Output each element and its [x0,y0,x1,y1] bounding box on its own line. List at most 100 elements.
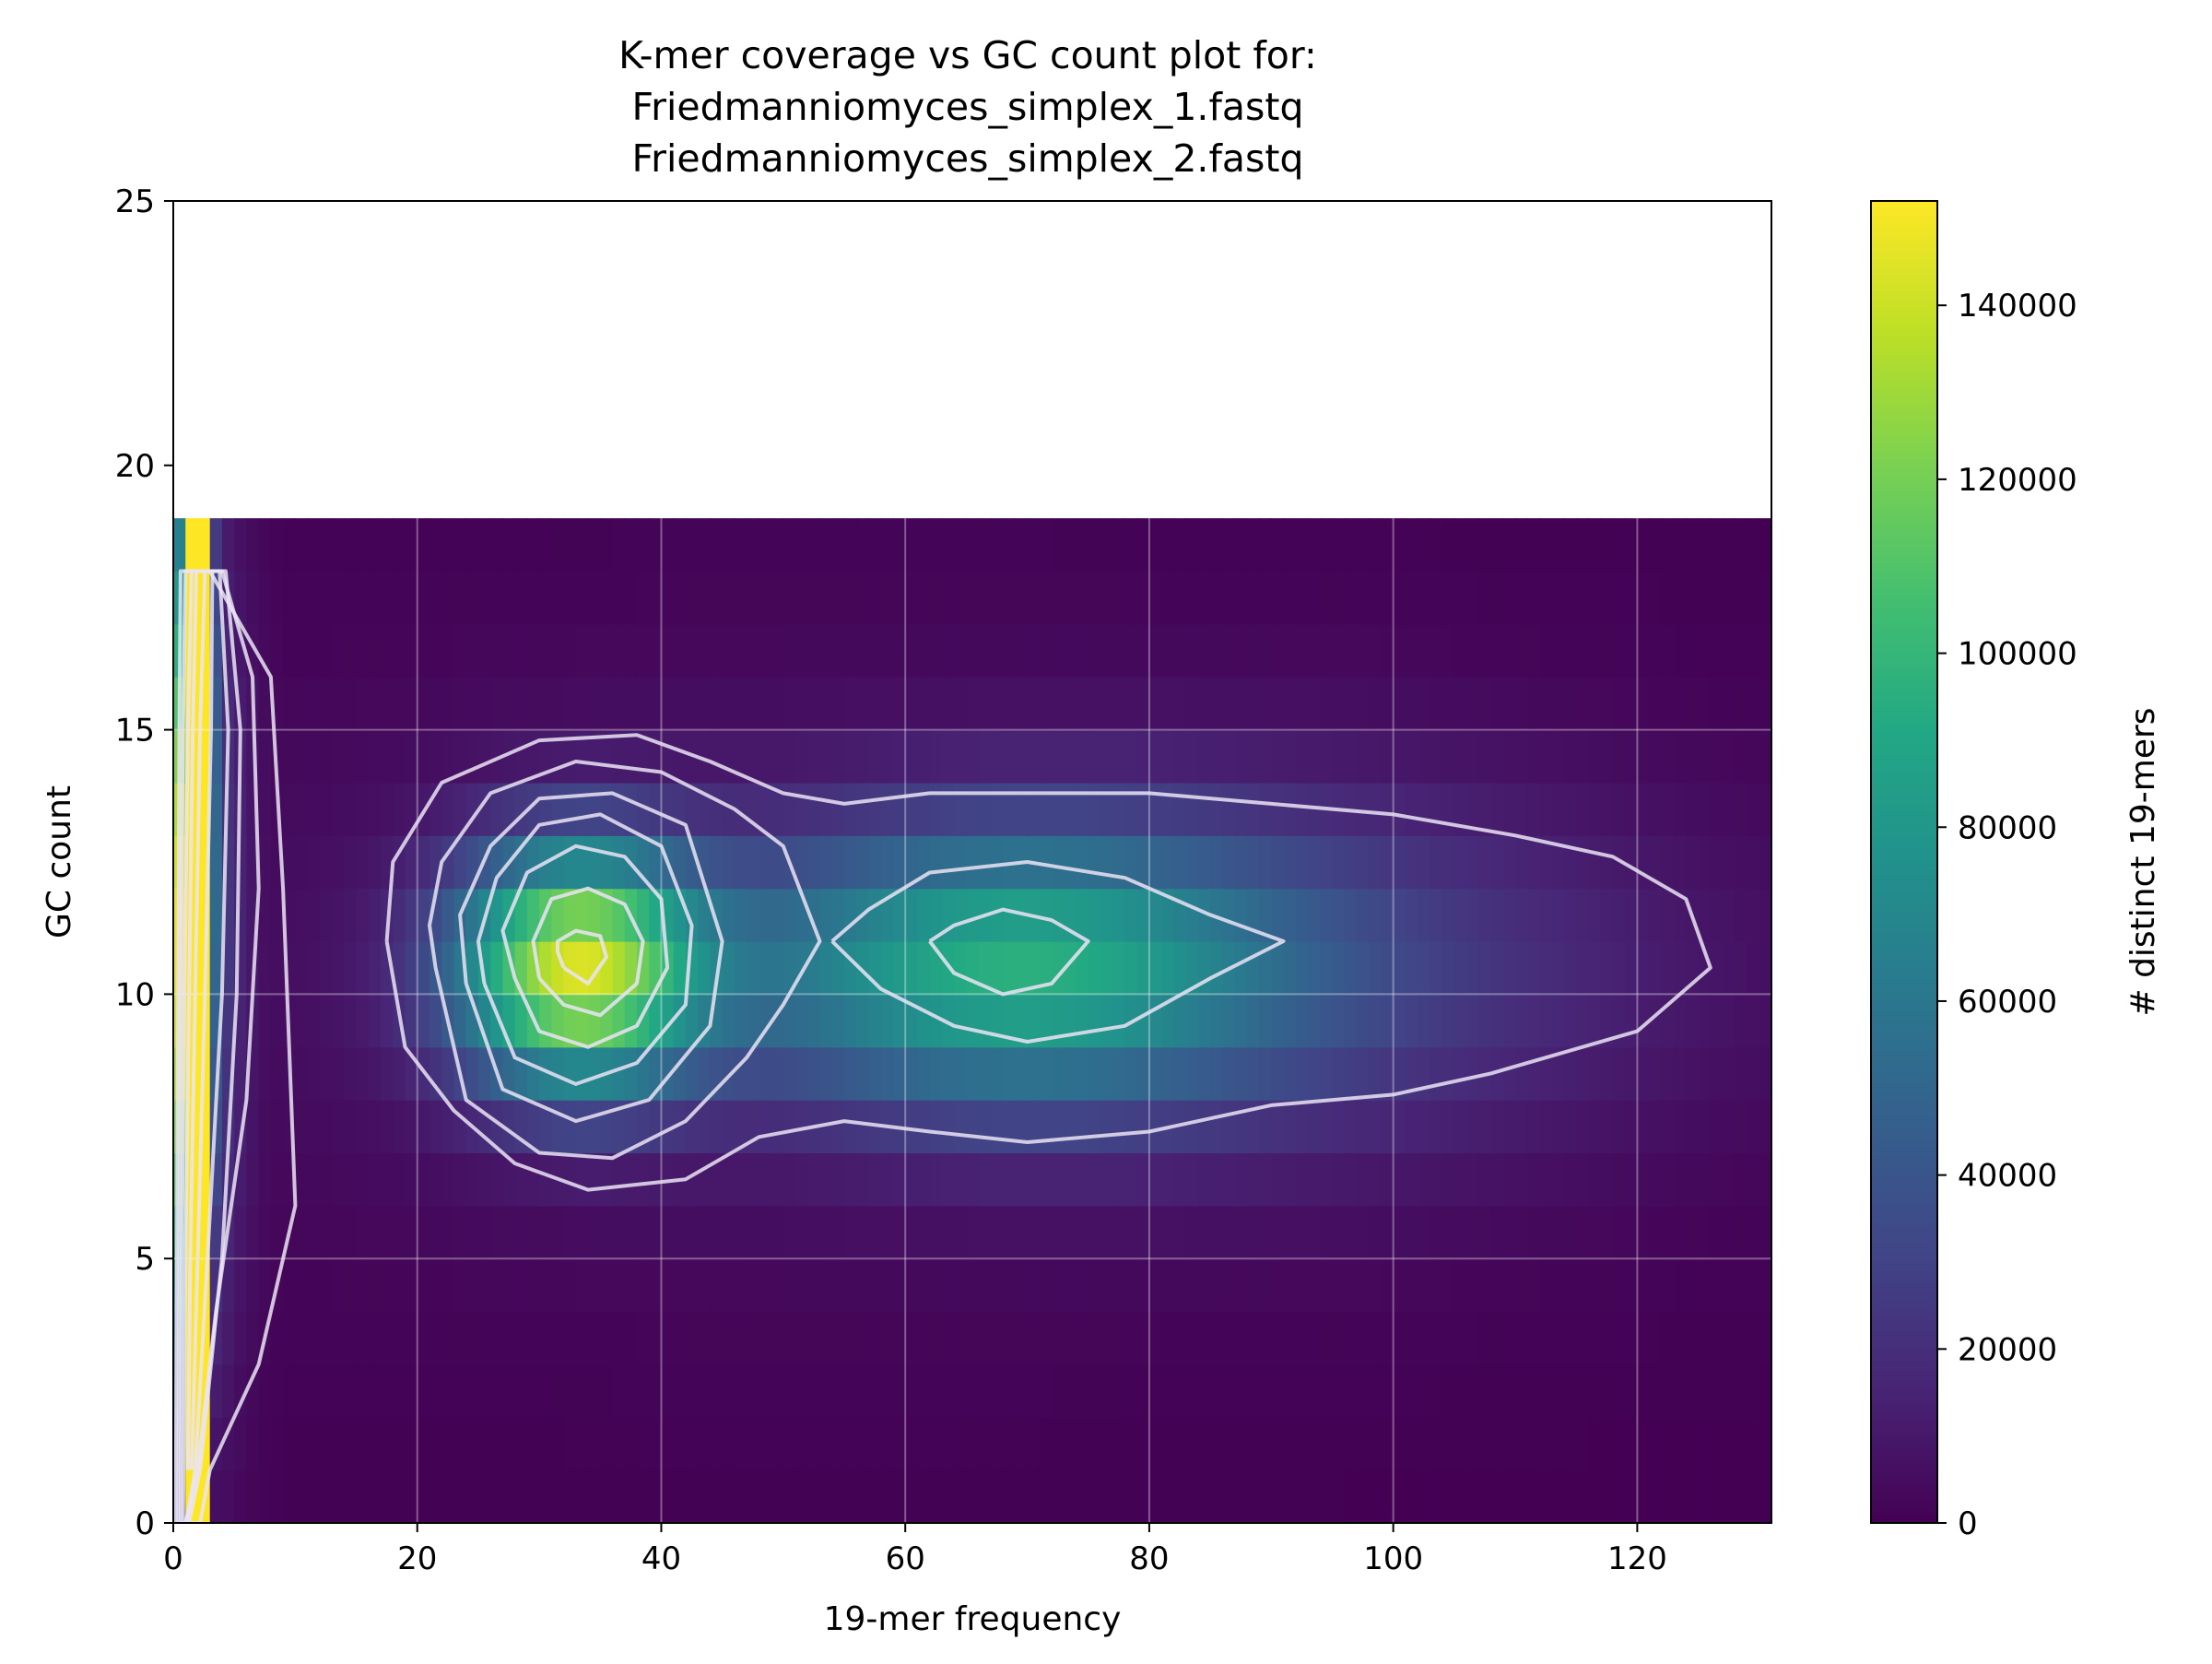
heatmap-cell [1344,677,1358,731]
heatmap-cell [1710,1258,1724,1313]
heatmap-cell [1320,1417,1334,1471]
heatmap-cell [490,1469,503,1523]
heatmap-cell [1600,1205,1614,1259]
heatmap-cell [1076,571,1089,625]
heatmap-cell [1259,941,1272,995]
heatmap [173,518,1771,1523]
heatmap-cell [747,835,759,890]
heatmap-cell [600,782,614,836]
heatmap-cell [1136,1311,1150,1365]
heatmap-cell [1295,729,1309,784]
heatmap-cell [1405,518,1418,572]
heatmap-cell [782,888,796,942]
heatmap-cell [588,623,601,678]
heatmap-cell [344,1417,358,1471]
chart-title-line-2: Friedmanniomyces_simplex_1.fastq [632,85,1304,129]
heatmap-cell [661,1363,675,1418]
heatmap-cell [880,518,894,572]
heatmap-cell [1112,835,1126,890]
heatmap-cell [465,1363,479,1418]
heatmap-cell [636,1205,650,1259]
heatmap-cell [771,729,784,784]
heatmap-cell [246,1152,260,1207]
heatmap-cell [1271,1100,1285,1154]
heatmap-cell [1112,623,1126,678]
heatmap-cell [1210,1363,1223,1418]
heatmap-cell [795,1258,808,1313]
heatmap-cell [1344,835,1358,890]
heatmap-cell [978,1363,992,1418]
heatmap-cell [465,729,479,784]
heatmap-cell [856,1417,870,1471]
heatmap-cell [453,729,467,784]
heatmap-cell [319,518,333,572]
heatmap-cell [1686,677,1700,731]
heatmap-cell [453,835,467,890]
heatmap-cell [807,729,821,784]
heatmap-cell [1185,1205,1199,1259]
heatmap-cell [612,571,626,625]
heatmap-cell [1539,623,1553,678]
heatmap-cell [1723,623,1735,678]
heatmap-cell [1661,941,1675,995]
heatmap-cell [283,729,296,784]
heatmap-cell [563,1417,577,1471]
heatmap-cell [551,888,565,942]
heatmap-cell [1747,1100,1760,1154]
heatmap-cell [795,1100,808,1154]
heatmap-cell [892,623,906,678]
heatmap-cell [1466,1363,1479,1418]
heatmap-cell [1076,623,1089,678]
heatmap-cell [1600,941,1614,995]
heatmap-cell [1222,1046,1236,1101]
heatmap-cell [1381,835,1394,890]
heatmap-cell [1356,1100,1370,1154]
heatmap-cell [526,1311,540,1365]
heatmap-cell [1527,835,1541,890]
heatmap-cell [880,571,894,625]
heatmap-cell [1710,623,1724,678]
heatmap-cell [1612,1258,1626,1313]
heatmap-cell [1576,1258,1590,1313]
heatmap-cell [1369,1311,1382,1365]
heatmap-cell [1259,1258,1272,1313]
heatmap-cell [661,1205,675,1259]
heatmap-cell [490,623,503,678]
heatmap-cell [759,571,772,625]
heatmap-cell [673,518,687,572]
heatmap-cell [209,1417,223,1471]
heatmap-cell [612,1152,626,1207]
heatmap-cell [588,1100,601,1154]
heatmap-cell [929,518,943,572]
heatmap-cell [1515,1258,1528,1313]
heatmap-cell [417,1100,430,1154]
colorbar-tick-label: 0 [1958,1505,1978,1542]
heatmap-cell [782,1100,796,1154]
heatmap-cell [782,1152,796,1207]
heatmap-cell [405,571,418,625]
heatmap-cell [1588,623,1602,678]
heatmap-cell [1418,623,1430,678]
heatmap-cell [880,835,894,890]
heatmap-cell [1527,1469,1541,1523]
heatmap-cell [600,729,614,784]
heatmap-cell [917,888,931,942]
heatmap-cell [1698,782,1712,836]
heatmap-cell [722,782,735,836]
heatmap-cell [307,729,321,784]
heatmap-cell [465,1417,479,1471]
heatmap-cell [1222,1152,1236,1207]
heatmap-cell [575,1311,589,1365]
heatmap-cell [429,518,442,572]
heatmap-cell [1112,571,1126,625]
heatmap-cell [1588,1152,1602,1207]
heatmap-cell [868,518,882,572]
heatmap-cell [941,1205,955,1259]
heatmap-cell [1283,888,1297,942]
heatmap-cell [698,1363,712,1418]
heatmap-cell [1393,729,1406,784]
heatmap-cell [1344,1469,1358,1523]
heatmap-cell [514,623,528,678]
heatmap-cell [722,623,735,678]
heatmap-cell [1723,729,1735,784]
